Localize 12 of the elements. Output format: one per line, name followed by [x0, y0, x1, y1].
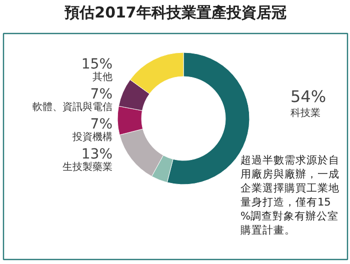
slice-label: 投資機構	[72, 130, 112, 143]
slice-label: 軟體、資訊與電信	[32, 100, 112, 113]
slice-label: 科技業	[290, 107, 320, 119]
data-label: 7%	[90, 86, 113, 102]
data-label: 7%	[90, 116, 113, 132]
chart-title: 預估2017年科技業置產投資居冠	[64, 4, 286, 22]
slice-label: 其他	[92, 70, 112, 83]
text: 超過半數需求源於自用廠房與廠辦，一成企業選擇購買工業地量身打造，僅有15%調查對象有辦公室購置計畫。	[240, 154, 340, 236]
data-label: 13%	[81, 146, 113, 162]
data-label: 54%	[290, 87, 326, 106]
slice-label: 生技製藥業	[62, 160, 112, 173]
data-label: 15%	[81, 56, 113, 72]
